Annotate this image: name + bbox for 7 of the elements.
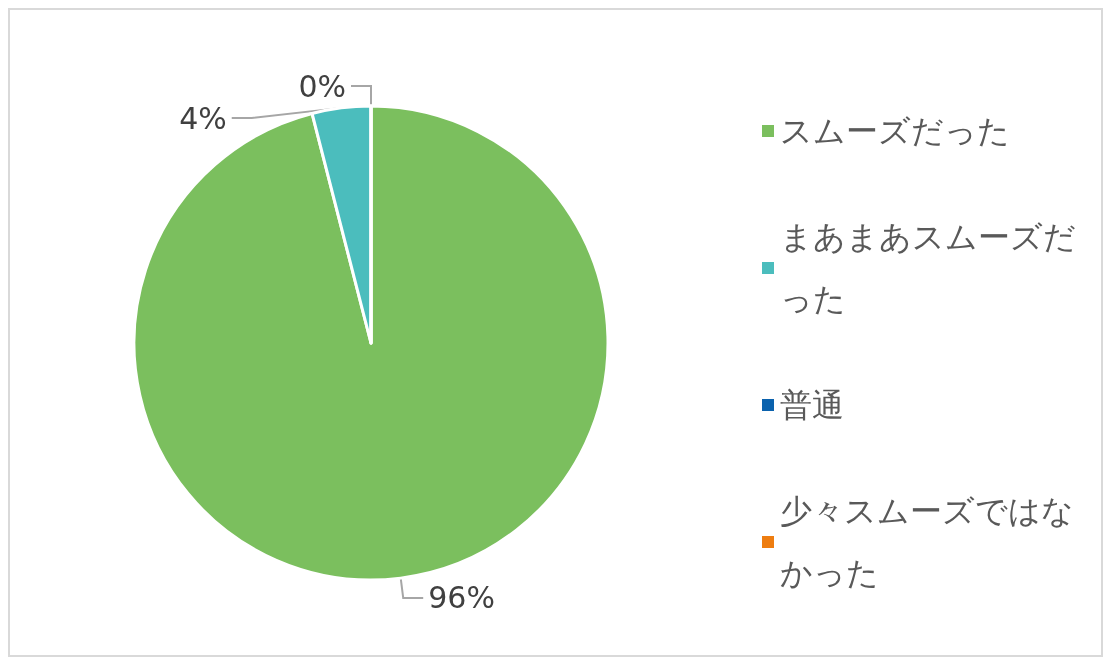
- legend-label: スムーズだった: [780, 112, 1010, 150]
- legend-label: 少々スムーズではなかった: [780, 492, 1074, 592]
- legend-label: まあまあスムーズだった: [780, 218, 1076, 318]
- data-label: 96%: [428, 580, 495, 616]
- text: 0%: [298, 68, 346, 104]
- data-label: 4%: [179, 100, 227, 136]
- legend-label: 普通: [780, 386, 844, 424]
